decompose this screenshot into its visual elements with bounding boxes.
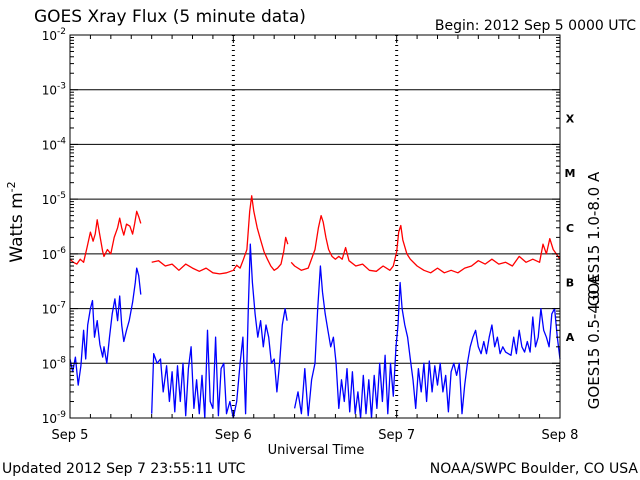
y-tick-label: 10-6 — [42, 246, 67, 262]
y-tick-base: 10 — [42, 412, 57, 426]
x-axis-label: Universal Time — [268, 443, 365, 458]
y-tick-base: 10 — [42, 193, 57, 207]
y-tick-label: 10-5 — [42, 191, 66, 207]
begin-timestamp: Begin: 2012 Sep 5 0000 UTC — [435, 18, 636, 34]
y-tick-label: 10-8 — [42, 355, 67, 371]
series-layer — [69, 195, 561, 419]
y-tick-exp: -6 — [57, 246, 66, 256]
x-tick-label: Sep 8 — [542, 428, 579, 443]
x-tick-label: Sep 6 — [215, 428, 252, 443]
flare-class-label: X — [566, 112, 575, 125]
y-tick-base: 10 — [42, 303, 57, 317]
y-axis-label-exp: -2 — [5, 181, 18, 192]
legend-short-channel: GOES15 0.5-4.0 A — [585, 274, 603, 409]
y-tick-base: 10 — [42, 248, 57, 262]
y-tick-base: 10 — [42, 357, 57, 371]
y-axis-label-base: Watts m — [7, 192, 27, 262]
updated-timestamp: Updated 2012 Sep 7 23:55:11 UTC — [2, 461, 246, 477]
flare-class-label: M — [565, 167, 576, 180]
y-tick-exp: -4 — [57, 136, 66, 146]
y-tick-exp: -7 — [57, 301, 66, 311]
series-short-channel-line — [69, 243, 561, 419]
y-tick-base: 10 — [42, 84, 57, 98]
y-tick-exp: -9 — [57, 410, 66, 420]
y-tick-exp: -3 — [57, 82, 66, 92]
series-long-channel-line — [69, 195, 561, 275]
chart-title: GOES Xray Flux (5 minute data) — [34, 7, 306, 27]
x-tick-label: Sep 7 — [378, 428, 415, 443]
plot-frame — [69, 34, 561, 419]
y-tick-base: 10 — [42, 29, 57, 43]
y-tick-exp: -8 — [57, 355, 66, 365]
grid-lines — [70, 34, 560, 419]
flare-class-label: C — [566, 222, 574, 235]
y-tick-label: 10-4 — [42, 136, 67, 152]
y-tick-base: 10 — [42, 138, 57, 152]
legend-long-channel: GOES15 1.0-8.0 A — [585, 171, 603, 306]
y-tick-exp: -2 — [57, 27, 66, 37]
svg-text:Watts m-2: Watts m-2 — [5, 181, 27, 262]
x-tick-label: Sep 5 — [52, 428, 89, 443]
y-tick-exp: -5 — [57, 191, 66, 201]
flare-class-label: B — [566, 276, 574, 289]
y-tick-label: 10-3 — [42, 82, 66, 98]
credit-text: NOAA/SWPC Boulder, CO USA — [430, 461, 639, 477]
y-tick-label: 10-2 — [42, 27, 66, 43]
y-tick-label: 10-7 — [42, 301, 66, 317]
flare-class-label: A — [566, 331, 575, 344]
y-axis-label: Watts m-2 — [5, 181, 27, 262]
y-tick-label: 10-9 — [42, 410, 67, 426]
